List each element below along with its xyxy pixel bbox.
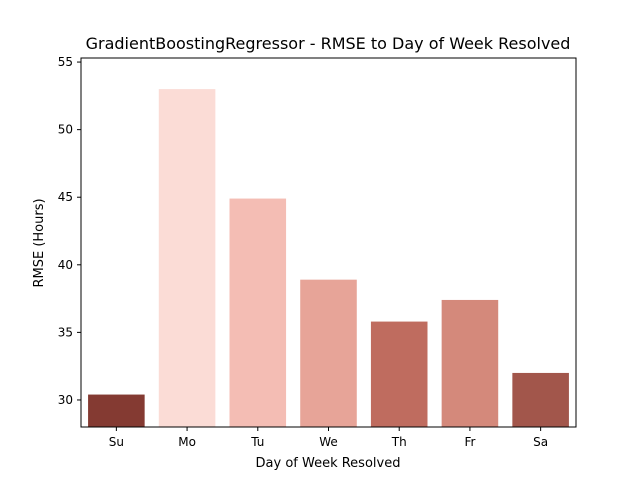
chart-title: GradientBoostingRegressor - RMSE to Day … — [86, 34, 571, 53]
bar-we — [300, 279, 357, 427]
x-tick-label-fr: Fr — [464, 435, 475, 449]
x-axis-ticks: Su Mo Tu We Th Fr Sa — [109, 427, 548, 449]
y-tick-label-30: 30 — [58, 393, 73, 407]
bars-group — [88, 89, 569, 427]
bar-th — [370, 321, 428, 427]
x-tick-label-su: Su — [109, 435, 124, 449]
y-tick-label-50: 50 — [58, 123, 73, 137]
y-axis-label: RMSE (Hours) — [32, 198, 47, 287]
bar-sa — [512, 372, 569, 427]
y-tick-label-35: 35 — [58, 325, 73, 339]
y-tick-label-45: 45 — [58, 190, 73, 204]
y-tick-label-55: 55 — [58, 55, 73, 69]
x-tick-label-we: We — [319, 435, 338, 449]
y-tick-label-40: 40 — [58, 258, 73, 272]
y-axis-ticks: 30 35 40 45 50 55 — [58, 55, 81, 407]
x-axis-label: Day of Week Resolved — [256, 456, 401, 471]
bar-su — [88, 394, 145, 427]
bar-mo — [158, 89, 216, 427]
x-tick-label-tu: Tu — [250, 435, 264, 449]
x-tick-label-mo: Mo — [178, 435, 196, 449]
x-tick-label-sa: Sa — [533, 435, 548, 449]
bar-tu — [229, 198, 287, 427]
plot-frame — [80, 57, 577, 428]
x-tick-label-th: Th — [391, 435, 407, 449]
bar-fr — [441, 299, 499, 427]
